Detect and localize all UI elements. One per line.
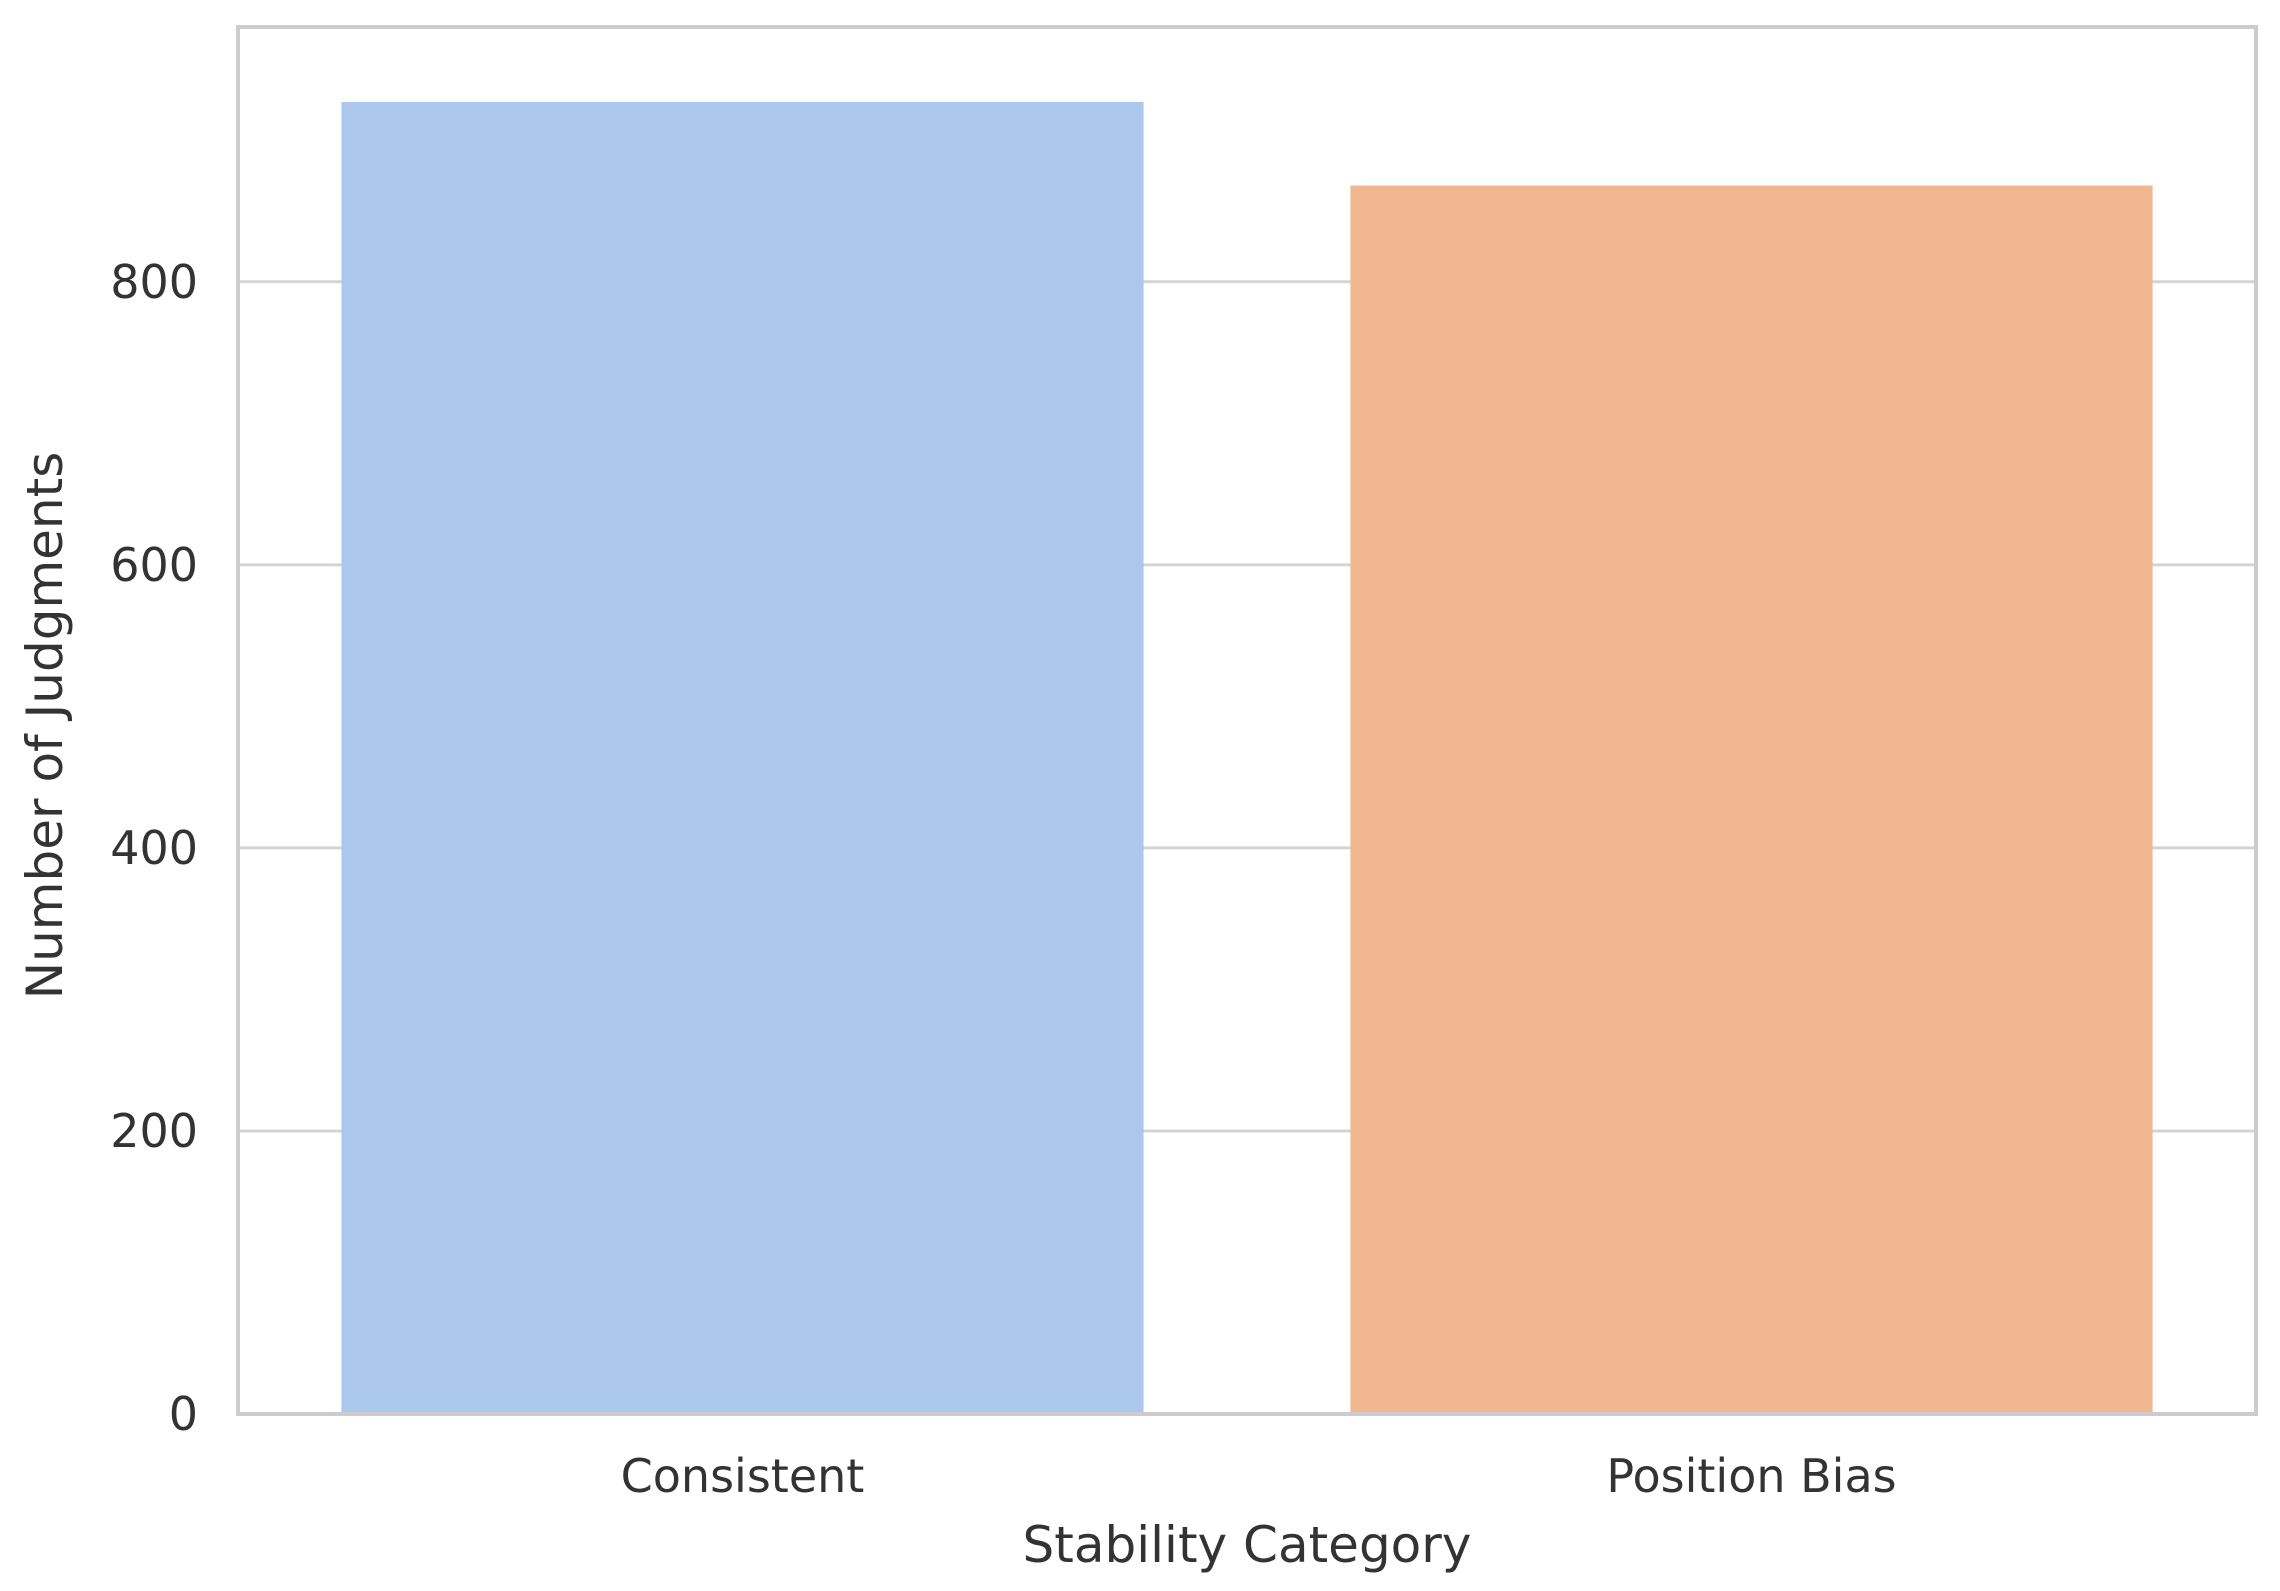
y-tick-label: 200 xyxy=(110,1104,198,1158)
y-tick-labels: 0 200 400 600 800 xyxy=(110,255,198,1441)
y-axis-label: Number of Judgments xyxy=(16,452,74,1000)
x-axis-label: Stability Category xyxy=(1023,1516,1472,1574)
y-tick-label: 400 xyxy=(110,821,198,875)
x-tick-label: Consistent xyxy=(621,1449,865,1503)
x-tick-label: Position Bias xyxy=(1606,1449,1896,1503)
bar-position-bias xyxy=(1350,185,2153,1414)
y-tick-label: 0 xyxy=(169,1387,198,1441)
y-tick-label: 600 xyxy=(110,538,198,592)
bar-consistent xyxy=(341,102,1144,1414)
x-tick-labels: Consistent Position Bias xyxy=(621,1449,1897,1503)
bars xyxy=(341,102,2153,1414)
plot-frame xyxy=(236,25,2258,1416)
y-tick-label: 800 xyxy=(110,255,198,309)
